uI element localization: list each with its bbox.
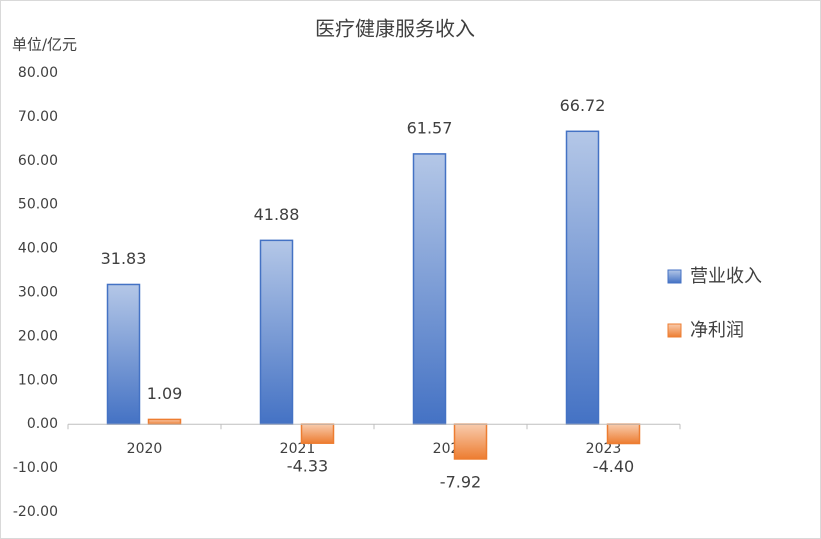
bar: [259, 239, 294, 425]
y-axis-label: 单位/亿元: [12, 36, 77, 54]
y-tick-label: 30.00: [18, 285, 58, 301]
legend-swatch: [667, 323, 682, 338]
data-label: 61.57: [407, 118, 453, 137]
y-tick-label: 70.00: [18, 109, 58, 125]
bar: [453, 423, 488, 460]
y-tick-label: 60.00: [18, 153, 58, 169]
y-tick-label: -10.00: [13, 460, 58, 476]
data-label: -4.33: [287, 457, 328, 476]
data-label: 41.88: [254, 205, 300, 224]
legend-label: 净利润: [690, 320, 744, 341]
x-tick-label: 2023: [586, 441, 622, 457]
y-tick-label: 80.00: [18, 65, 58, 81]
bar: [565, 130, 600, 425]
data-label: 31.83: [101, 249, 147, 268]
data-label: 1.09: [147, 384, 183, 403]
data-label: -4.40: [593, 457, 634, 476]
y-tick-label: 0.00: [27, 416, 58, 432]
y-tick-label: 20.00: [18, 328, 58, 344]
legend-swatch: [667, 269, 682, 284]
x-tick-label: 2021: [280, 441, 316, 457]
data-label: 66.72: [560, 96, 606, 115]
chart-title: 医疗健康服务收入: [315, 17, 475, 41]
legend-label: 营业收入: [690, 266, 762, 287]
y-tick-label: 10.00: [18, 372, 58, 388]
bar: [300, 423, 335, 444]
y-tick-label: 40.00: [18, 241, 58, 257]
y-tick-label: 50.00: [18, 197, 58, 213]
bar: [106, 283, 141, 425]
bar: [606, 423, 641, 445]
bar: [412, 153, 447, 425]
data-label: -7.92: [440, 472, 481, 491]
bar: [147, 418, 182, 425]
y-tick-label: -20.00: [13, 504, 58, 520]
x-tick-label: 2020: [127, 441, 163, 457]
